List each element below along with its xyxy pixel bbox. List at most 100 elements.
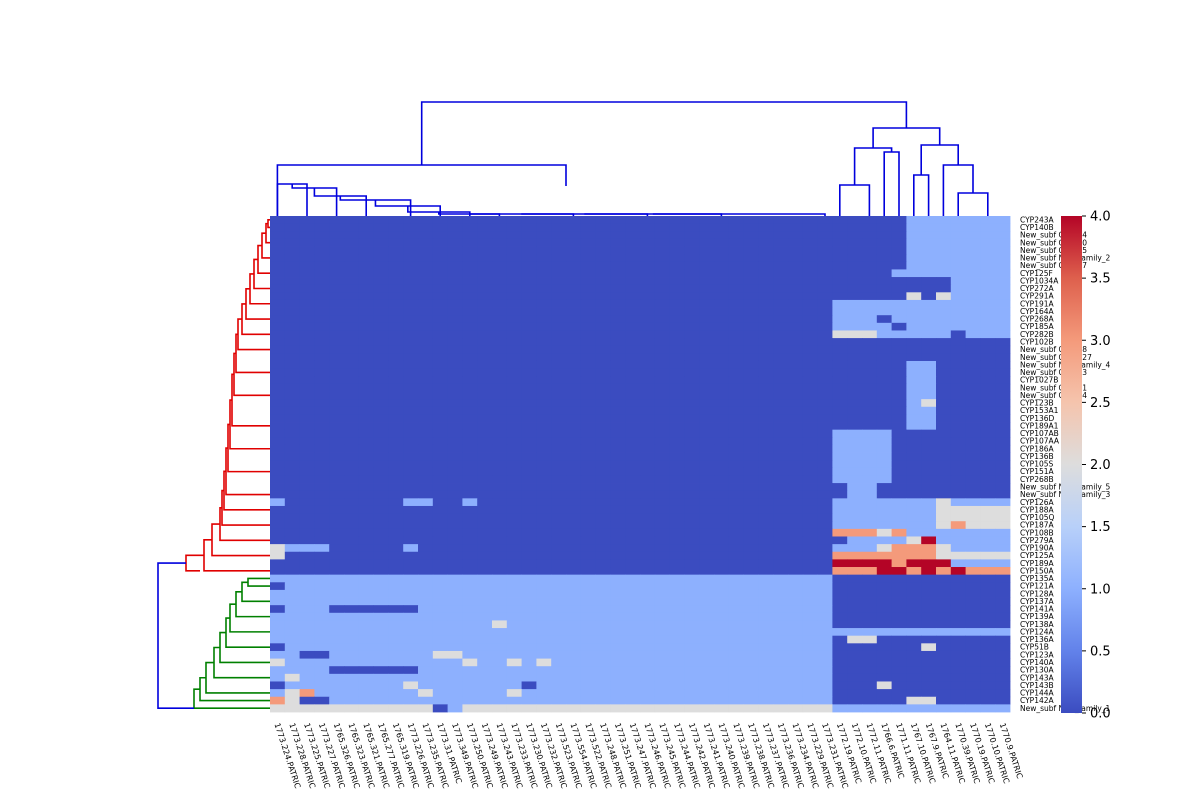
heatmap-cell xyxy=(773,483,789,492)
heatmap-cell xyxy=(284,414,300,423)
heatmap-cell xyxy=(669,536,685,545)
heatmap-cell xyxy=(950,612,966,621)
heatmap-cell xyxy=(832,460,848,469)
heatmap-cell xyxy=(654,307,670,316)
heatmap-cell xyxy=(551,597,567,606)
heatmap-cell xyxy=(758,330,774,339)
heatmap-cell xyxy=(699,696,715,705)
heatmap-cell xyxy=(669,376,685,385)
heatmap-cell xyxy=(284,307,300,316)
heatmap-cell xyxy=(492,513,508,522)
heatmap-cell xyxy=(462,483,478,492)
heatmap-cell xyxy=(521,673,537,682)
heatmap-cell xyxy=(551,681,567,690)
heatmap-cell xyxy=(995,452,1011,461)
heatmap-cell xyxy=(595,620,611,629)
heatmap-cell xyxy=(403,391,419,400)
heatmap-cell xyxy=(625,605,641,614)
heatmap-cell xyxy=(654,414,670,423)
heatmap-cell xyxy=(373,338,389,347)
heatmap-cell xyxy=(580,589,596,598)
heatmap-cell xyxy=(610,261,626,270)
heatmap-cell xyxy=(551,444,567,453)
heatmap-cell xyxy=(477,574,493,583)
heatmap-cell xyxy=(536,429,552,438)
heatmap-cell xyxy=(980,643,996,652)
heatmap-cell xyxy=(432,299,448,308)
heatmap-cell xyxy=(699,422,715,431)
heatmap-cell xyxy=(388,368,404,377)
heatmap-cell xyxy=(891,254,907,263)
heatmap-cell xyxy=(506,353,522,362)
heatmap-cell xyxy=(758,376,774,385)
heatmap-cell xyxy=(906,597,922,606)
heatmap-cell xyxy=(329,292,345,301)
heatmap-cell xyxy=(891,399,907,408)
heatmap-cell xyxy=(595,307,611,316)
heatmap-cell xyxy=(521,299,537,308)
heatmap-cell xyxy=(876,612,892,621)
heatmap-cell xyxy=(492,467,508,476)
heatmap-cell xyxy=(566,589,582,598)
heatmap-cell xyxy=(580,475,596,484)
heatmap-cell xyxy=(329,315,345,324)
heatmap-cell xyxy=(906,353,922,362)
heatmap-cell xyxy=(832,521,848,530)
heatmap-cell xyxy=(669,223,685,232)
heatmap-cell xyxy=(684,452,700,461)
heatmap-cell xyxy=(403,681,419,690)
heatmap-cells xyxy=(270,216,1011,713)
heatmap-cell xyxy=(891,567,907,576)
heatmap-cell xyxy=(773,460,789,469)
heatmap-cell xyxy=(817,444,833,453)
heatmap-cell xyxy=(714,345,730,354)
heatmap-cell xyxy=(699,322,715,331)
heatmap-cell xyxy=(521,437,537,446)
heatmap-cell xyxy=(980,360,996,370)
heatmap-cell xyxy=(832,483,848,492)
heatmap-cell xyxy=(936,467,952,476)
heatmap-cell xyxy=(758,277,774,286)
heatmap-cell xyxy=(714,574,730,583)
row-label: CYP140B xyxy=(1020,223,1054,232)
heatmap-cell xyxy=(640,231,656,240)
heatmap-cell xyxy=(876,315,892,324)
row-label: CYP144A xyxy=(1020,689,1055,698)
heatmap-cell xyxy=(965,666,981,675)
heatmap-cell xyxy=(906,360,922,370)
heatmap-cell xyxy=(270,460,286,469)
heatmap-cell xyxy=(758,650,774,659)
colorbar-tick-label: 3.5 xyxy=(1090,272,1111,287)
heatmap-cell xyxy=(580,360,596,370)
heatmap-cell xyxy=(788,666,804,675)
heatmap-cell xyxy=(654,490,670,499)
heatmap-cell xyxy=(358,315,374,324)
heatmap-cell xyxy=(373,216,389,225)
heatmap-cell xyxy=(551,368,567,377)
heatmap-cell xyxy=(284,231,300,240)
heatmap-cell xyxy=(936,315,952,324)
heatmap-cell xyxy=(743,330,759,339)
heatmap-cell xyxy=(432,612,448,621)
row-label: CYP135A xyxy=(1020,574,1055,583)
heatmap-cell xyxy=(447,299,463,308)
heatmap-cell xyxy=(358,528,374,537)
heatmap-cell xyxy=(595,551,611,560)
heatmap-cell xyxy=(373,658,389,667)
heatmap-cell xyxy=(640,689,656,698)
heatmap-cell xyxy=(625,589,641,598)
heatmap-cell xyxy=(728,269,744,278)
heatmap-cell xyxy=(773,689,789,698)
heatmap-cell xyxy=(506,246,522,255)
heatmap-cell xyxy=(299,483,315,492)
heatmap-cell xyxy=(388,658,404,667)
heatmap-cell xyxy=(817,650,833,659)
heatmap-cell xyxy=(640,429,656,438)
heatmap-cell xyxy=(388,582,404,591)
heatmap-cell xyxy=(936,299,952,308)
heatmap-cell xyxy=(358,544,374,553)
heatmap-cell xyxy=(284,505,300,514)
heatmap-cell xyxy=(684,544,700,553)
colorbar-tick-label: 2.5 xyxy=(1090,396,1111,411)
heatmap-cell xyxy=(669,521,685,530)
